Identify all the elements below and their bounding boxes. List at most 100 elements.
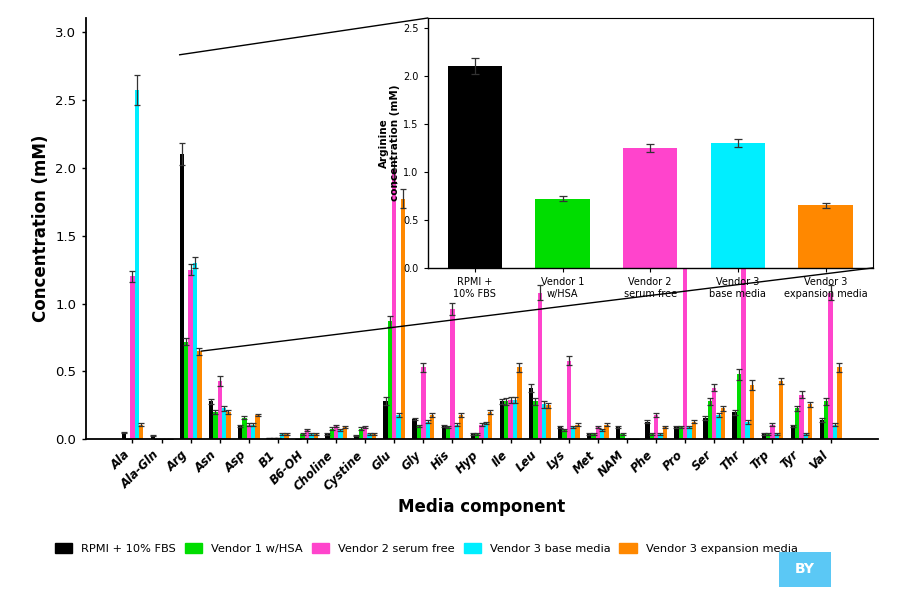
Bar (213, 412, 218, 439)
Bar (188, 270, 193, 439)
Bar (596, 427, 600, 439)
Bar (459, 415, 464, 439)
Bar (338, 430, 343, 439)
Bar (832, 424, 837, 439)
Bar (442, 426, 446, 439)
FancyBboxPatch shape (778, 552, 831, 587)
Bar (483, 423, 488, 439)
Bar (799, 394, 804, 439)
Bar (679, 427, 683, 439)
Bar (218, 381, 222, 439)
Bar (372, 434, 376, 439)
Bar (779, 381, 783, 439)
Bar (504, 402, 508, 439)
Bar (721, 408, 725, 439)
X-axis label: Media component: Media component (398, 498, 565, 517)
Bar (712, 388, 716, 439)
Bar (251, 424, 256, 439)
Bar (392, 170, 396, 439)
Bar (184, 341, 188, 439)
Bar (480, 424, 483, 439)
Bar (674, 427, 679, 439)
Bar (267, 438, 271, 439)
Bar (837, 367, 842, 439)
Bar (542, 404, 546, 439)
Bar (766, 434, 770, 439)
Bar (741, 252, 745, 439)
Y-axis label: Arginine
concentration (mM): Arginine concentration (mM) (379, 85, 400, 201)
Bar (654, 415, 658, 439)
Bar (536, 199, 590, 268)
Bar (271, 438, 275, 439)
Bar (388, 321, 392, 439)
Bar (508, 400, 513, 439)
Bar (808, 404, 813, 439)
Bar (707, 402, 712, 439)
Bar (446, 427, 450, 439)
Bar (533, 402, 537, 439)
Bar (130, 276, 135, 439)
Bar (616, 427, 620, 439)
Bar (716, 415, 721, 439)
Bar (737, 374, 741, 439)
Bar (745, 422, 750, 439)
Bar (222, 408, 226, 439)
Bar (650, 434, 654, 439)
Bar (798, 205, 852, 268)
Text: BY: BY (795, 562, 815, 576)
Bar (421, 367, 426, 439)
Bar (325, 434, 329, 439)
Bar (824, 402, 828, 439)
Bar (471, 434, 475, 439)
Bar (645, 422, 650, 439)
Bar (363, 427, 367, 439)
Bar (623, 147, 678, 268)
Bar (238, 426, 242, 439)
Bar (733, 412, 737, 439)
Bar (334, 426, 338, 439)
Bar (150, 435, 155, 439)
Bar (605, 424, 608, 439)
Bar (562, 430, 567, 439)
Legend: RPMI + 10% FBS, Vendor 1 w/HSA, Vendor 2 serum free, Vendor 3 base media, Vendor: RPMI + 10% FBS, Vendor 1 w/HSA, Vendor 2… (50, 538, 802, 558)
Bar (587, 434, 591, 439)
Bar (417, 426, 421, 439)
Bar (209, 402, 213, 439)
Bar (301, 434, 305, 439)
Bar (775, 434, 779, 439)
Bar (343, 427, 347, 439)
Bar (284, 434, 289, 439)
Bar (309, 434, 313, 439)
Bar (546, 406, 551, 439)
Bar (242, 418, 247, 439)
Bar (828, 293, 832, 439)
Bar (122, 433, 126, 439)
Bar (275, 438, 280, 439)
Bar (367, 434, 372, 439)
Bar (529, 388, 533, 439)
Bar (711, 143, 765, 268)
Bar (761, 434, 766, 439)
Bar (683, 177, 688, 439)
Bar (305, 430, 309, 439)
Bar (820, 420, 824, 439)
Bar (193, 262, 197, 439)
Bar (518, 367, 521, 439)
Bar (500, 402, 504, 439)
Bar (692, 422, 696, 439)
Bar (600, 430, 605, 439)
Bar (329, 429, 334, 439)
Bar (795, 408, 799, 439)
Bar (226, 412, 230, 439)
Bar (313, 434, 318, 439)
Bar (396, 415, 400, 439)
Bar (448, 66, 502, 268)
Bar (280, 434, 284, 439)
Bar (256, 415, 260, 439)
Bar (790, 426, 795, 439)
Bar (662, 427, 667, 439)
Bar (197, 351, 202, 439)
Bar (575, 424, 580, 439)
Y-axis label: Concentration (mM): Concentration (mM) (32, 135, 50, 323)
Bar (703, 418, 707, 439)
